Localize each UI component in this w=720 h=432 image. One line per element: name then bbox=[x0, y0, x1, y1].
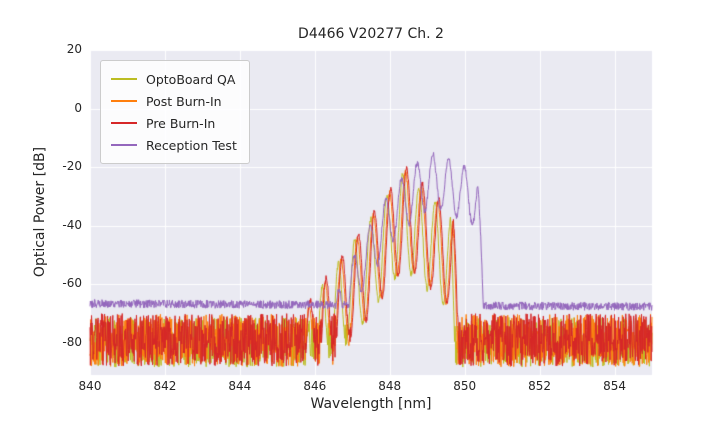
legend-item: Post Burn-In bbox=[111, 90, 237, 112]
x-axis-label: Wavelength [nm] bbox=[310, 396, 432, 412]
legend-swatch-optoboard-qa bbox=[111, 78, 137, 80]
x-tick-label: 842 bbox=[153, 379, 177, 393]
legend-label: OptoBoard QA bbox=[146, 71, 236, 87]
x-tick-label: 852 bbox=[528, 379, 552, 393]
legend-swatch-reception-test bbox=[111, 144, 137, 146]
legend-item: Reception Test bbox=[111, 134, 237, 156]
legend-swatch-pre-burn-in bbox=[111, 122, 137, 124]
chart-title: D4466 V20277 Ch. 2 bbox=[298, 26, 444, 42]
legend-item: Pre Burn-In bbox=[111, 112, 237, 134]
legend-swatch-post-burn-in bbox=[111, 100, 137, 102]
y-tick-label: -20 bbox=[62, 159, 82, 174]
x-tick-label: 848 bbox=[378, 379, 402, 393]
y-tick-label: -40 bbox=[62, 217, 82, 232]
legend-label: Pre Burn-In bbox=[146, 115, 216, 131]
x-tick-label: 850 bbox=[453, 379, 477, 393]
y-tick-label: 20 bbox=[66, 42, 82, 56]
x-tick-label: 844 bbox=[228, 379, 252, 393]
x-tick-label: 854 bbox=[603, 379, 626, 393]
x-tick-label: 846 bbox=[303, 379, 327, 393]
legend-label: Post Burn-In bbox=[146, 93, 222, 109]
legend-item: OptoBoard QA bbox=[111, 68, 237, 90]
x-tick-label: 840 bbox=[78, 379, 102, 393]
legend: OptoBoard QA Post Burn-In Pre Burn-In Re… bbox=[100, 60, 250, 164]
legend-label: Reception Test bbox=[146, 137, 237, 153]
y-tick-label: -60 bbox=[62, 276, 82, 291]
y-tick-label: -80 bbox=[62, 334, 82, 349]
y-tick-label: 0 bbox=[74, 100, 82, 115]
